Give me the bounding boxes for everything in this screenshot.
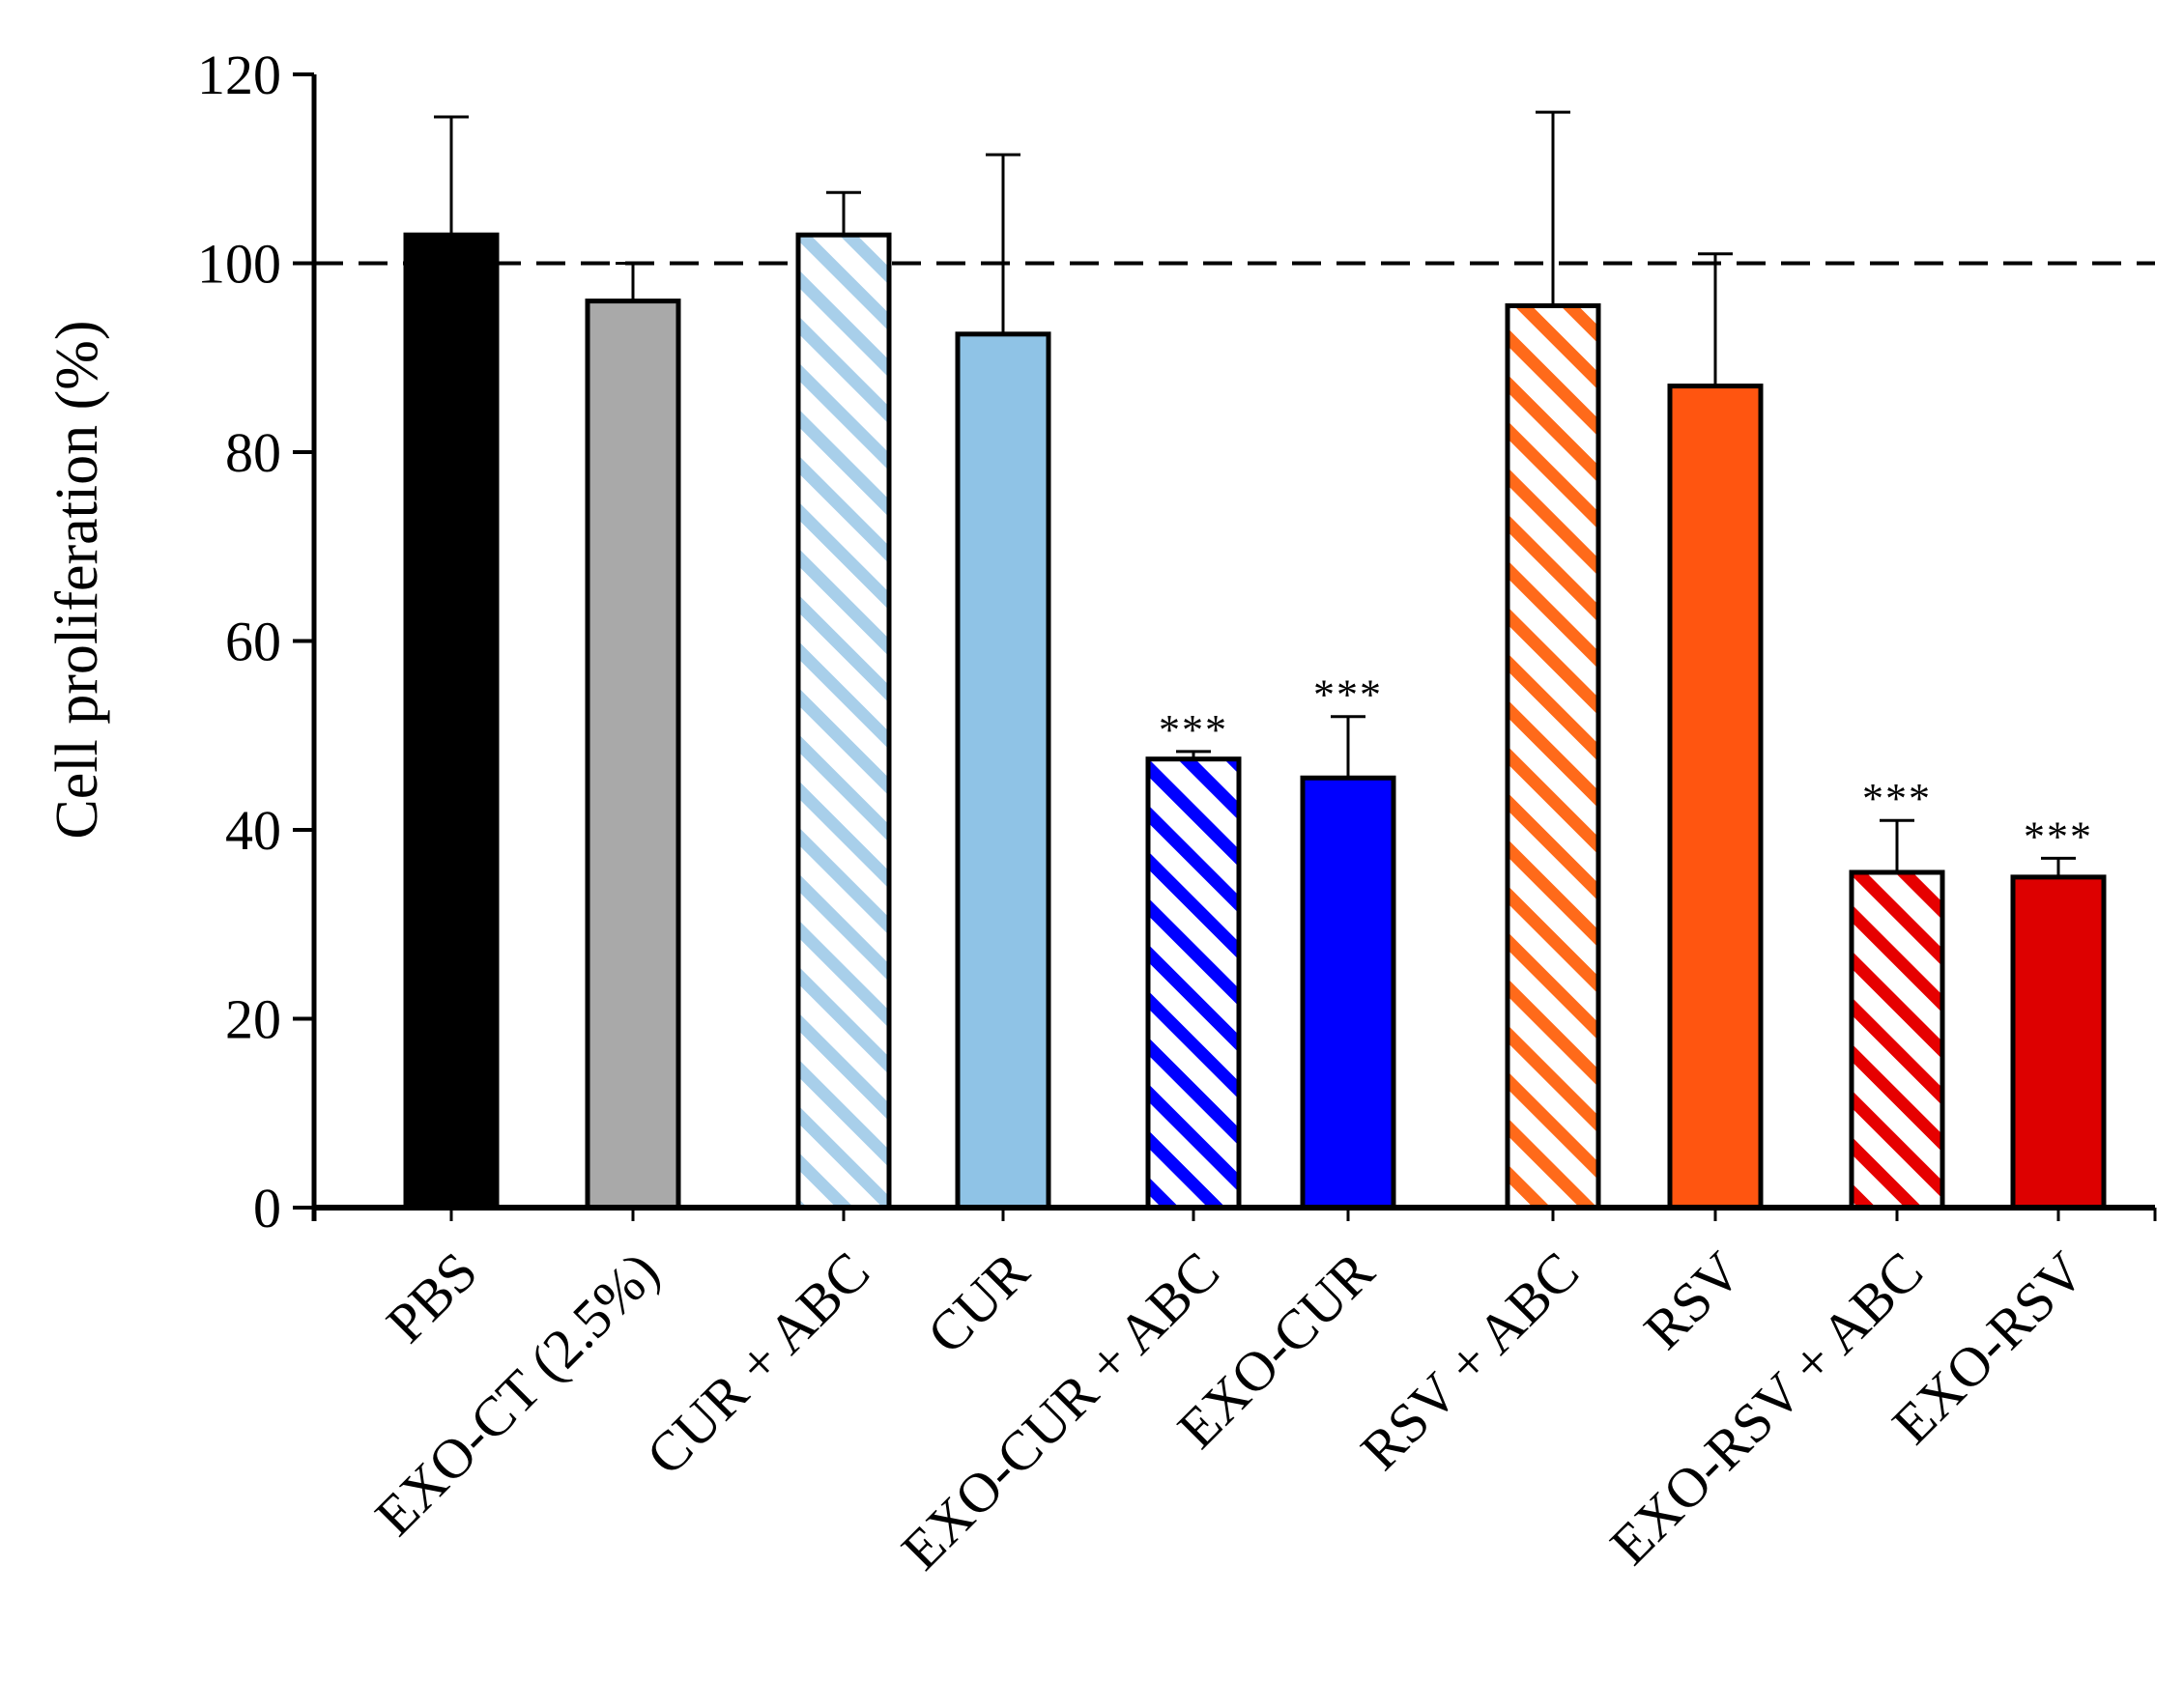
error-bar-rsv: [1698, 254, 1733, 386]
bar-exo-rsv: [2013, 877, 2104, 1208]
error-bar-rsv-abc: [1536, 112, 1570, 305]
x-tick-label-cur-abc: CUR + ABC: [634, 1239, 881, 1487]
x-tick-label-pbs: PBS: [374, 1239, 489, 1354]
error-bar-exo-rsv-abc: [1880, 820, 1914, 872]
y-axis-title: Cell proliferation (%): [44, 320, 110, 839]
significance-label-exo-rsv-abc: ***: [1862, 775, 1932, 822]
y-tick-label-0: 0: [253, 1177, 281, 1239]
y-tick-label-100: 100: [197, 233, 281, 296]
error-bar-exo-cur: [1331, 717, 1365, 779]
y-tick-label-40: 40: [225, 799, 281, 862]
significance-label-exo-cur: ***: [1313, 671, 1383, 719]
y-tick-label-60: 60: [225, 611, 281, 673]
bar-exo-ct-2-5: [588, 301, 678, 1208]
error-bar-pbs: [434, 117, 469, 235]
bar-rsv: [1670, 386, 1761, 1208]
significance-label-exo-cur-abc: ***: [1159, 706, 1228, 754]
bar-cur-abc: [798, 235, 889, 1208]
bar-cur: [958, 334, 1049, 1208]
x-tick-label-rsv: RSV: [1631, 1239, 1753, 1361]
x-tick-label-cur: CUR: [915, 1239, 1042, 1366]
y-tick-label-120: 120: [197, 43, 281, 106]
bar-exo-cur: [1303, 778, 1394, 1208]
chart-canvas: PBSEXO-CT (2.5%)CUR + ABC CUR***EXO-CUR +…: [0, 0, 2184, 1676]
bar-exo-cur-abc: [1148, 759, 1239, 1208]
x-tick-label-rsv-abc: RSV + ABC: [1348, 1239, 1591, 1482]
error-bar-exo-ct-2-5: [616, 264, 650, 301]
error-bar-cur-abc: [826, 192, 861, 235]
y-tick-label-80: 80: [225, 421, 281, 484]
error-bar-cur: [986, 155, 1020, 334]
error-bar-exo-rsv: [2041, 858, 2076, 877]
bar-exo-rsv-abc: [1852, 872, 1942, 1208]
bar-rsv-abc: [1508, 305, 1598, 1208]
significance-label-exo-rsv: ***: [2024, 812, 2093, 860]
bar-chart: PBS EXO-CT (2.5%) CUR + ABC CUR *** EXO-CUR +…: [0, 0, 2184, 1676]
y-tick-label-20: 20: [225, 988, 281, 1051]
bar-pbs: [406, 235, 497, 1208]
